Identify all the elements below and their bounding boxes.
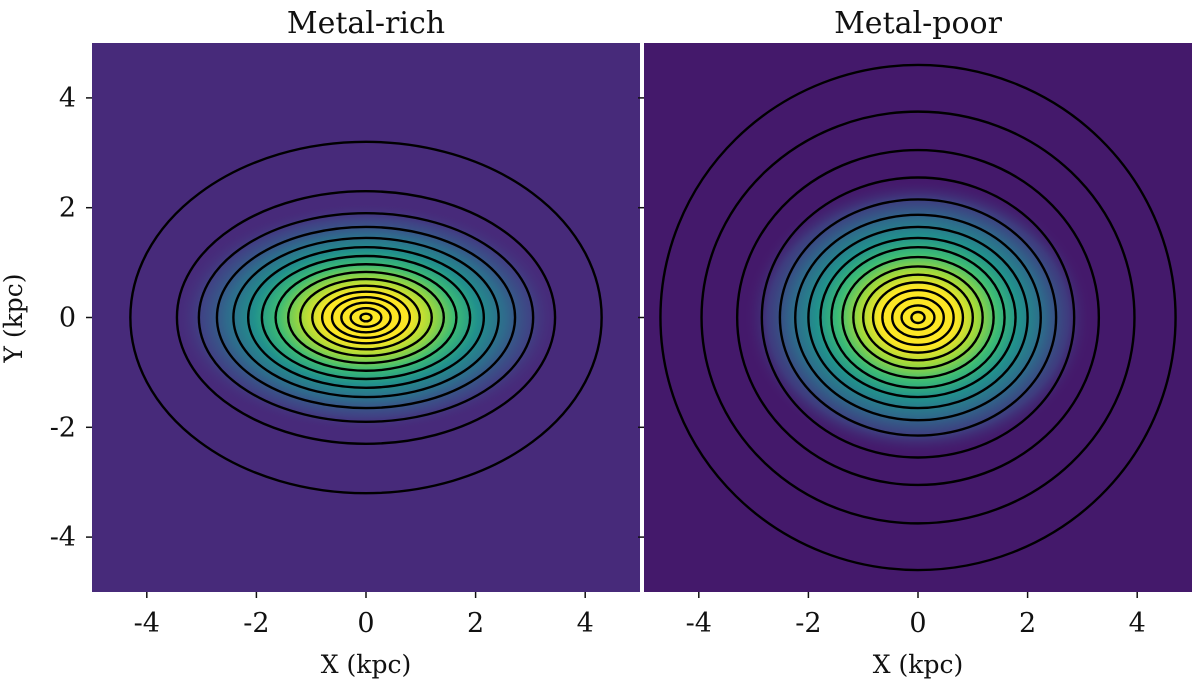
- plot-area-metal-poor: [638, 43, 1192, 592]
- contour-line: [891, 296, 945, 339]
- contour-line: [340, 301, 392, 334]
- panel-metal-poor: Metal-poor -4 -2 0 2 4 X (kpc): [638, 6, 1192, 679]
- contour-line: [246, 246, 486, 389]
- contour-line: [175, 190, 557, 445]
- contour-line: [320, 290, 412, 345]
- contour-line: [299, 277, 433, 358]
- y-tick-label: 2: [59, 193, 76, 224]
- contour-line: [794, 213, 1042, 422]
- x-tick-label: -4: [686, 608, 712, 639]
- contour-line: [735, 148, 1101, 487]
- contour-line: [215, 225, 517, 410]
- contour-line: [260, 254, 472, 381]
- contour-line: [910, 310, 926, 325]
- contour-line: [871, 281, 965, 354]
- contour-line: [311, 284, 421, 351]
- x-axis-label-metal-poor: X (kpc): [873, 650, 963, 679]
- y-tick-label: 4: [59, 83, 76, 114]
- x-tick-label: 4: [1129, 608, 1146, 639]
- x-ticks-metal-rich: -4 -2 0 2 4: [134, 592, 594, 639]
- contour-line: [862, 273, 975, 362]
- contour-line: [841, 255, 995, 380]
- contour-line: [659, 63, 1177, 572]
- plot-area-metal-rich: [92, 43, 640, 592]
- panel-metal-rich: Metal-rich -4 -2 0 2 4 4 2 0 -2 -4 X (kpc) Y (kp…: [0, 6, 640, 679]
- contour-line: [129, 140, 603, 495]
- y-tick-label: -2: [50, 412, 76, 443]
- y-axis-label: Y (kpc): [0, 273, 28, 363]
- y-tick-label: 0: [59, 303, 76, 334]
- contour-line: [852, 265, 984, 370]
- x-tick-label: 4: [577, 608, 594, 639]
- y-ticks-metal-rich: 4 2 0 -2 -4: [50, 83, 92, 553]
- x-tick-label: 0: [909, 608, 926, 639]
- x-ticks-metal-poor: -4 -2 0 2 4: [686, 592, 1146, 639]
- x-tick-label: 2: [467, 608, 484, 639]
- x-tick-label: -4: [134, 608, 160, 639]
- density-peak: [743, 178, 1093, 457]
- x-tick-label: -2: [243, 608, 269, 639]
- contour-line: [232, 236, 500, 399]
- contour-line: [286, 270, 446, 365]
- contour-line: [760, 176, 1076, 459]
- contour-line: [900, 304, 936, 331]
- panel-title-metal-rich: Metal-rich: [287, 6, 445, 41]
- contour-line: [349, 306, 383, 329]
- contour-line: [778, 198, 1058, 437]
- x-tick-label: 0: [357, 608, 374, 639]
- contour-line: [881, 288, 955, 347]
- contour-line: [274, 263, 458, 372]
- contour-line: [700, 110, 1136, 525]
- contour-line: [830, 246, 1006, 389]
- y-tick-label: -4: [50, 522, 76, 553]
- heatmap-layer: [129, 140, 603, 495]
- x-axis-label-metal-rich: X (kpc): [321, 650, 411, 679]
- x-tick-label: 2: [1019, 608, 1036, 639]
- contour-line: [819, 236, 1017, 399]
- heatmap-layer: [659, 63, 1177, 572]
- x-tick-label: -2: [795, 608, 821, 639]
- contour-line: [359, 312, 373, 323]
- density-peak: [173, 202, 559, 433]
- panel-title-metal-poor: Metal-poor: [834, 6, 1002, 41]
- contour-line: [330, 295, 402, 340]
- contour-line: [807, 225, 1029, 410]
- contour-line: [197, 211, 535, 424]
